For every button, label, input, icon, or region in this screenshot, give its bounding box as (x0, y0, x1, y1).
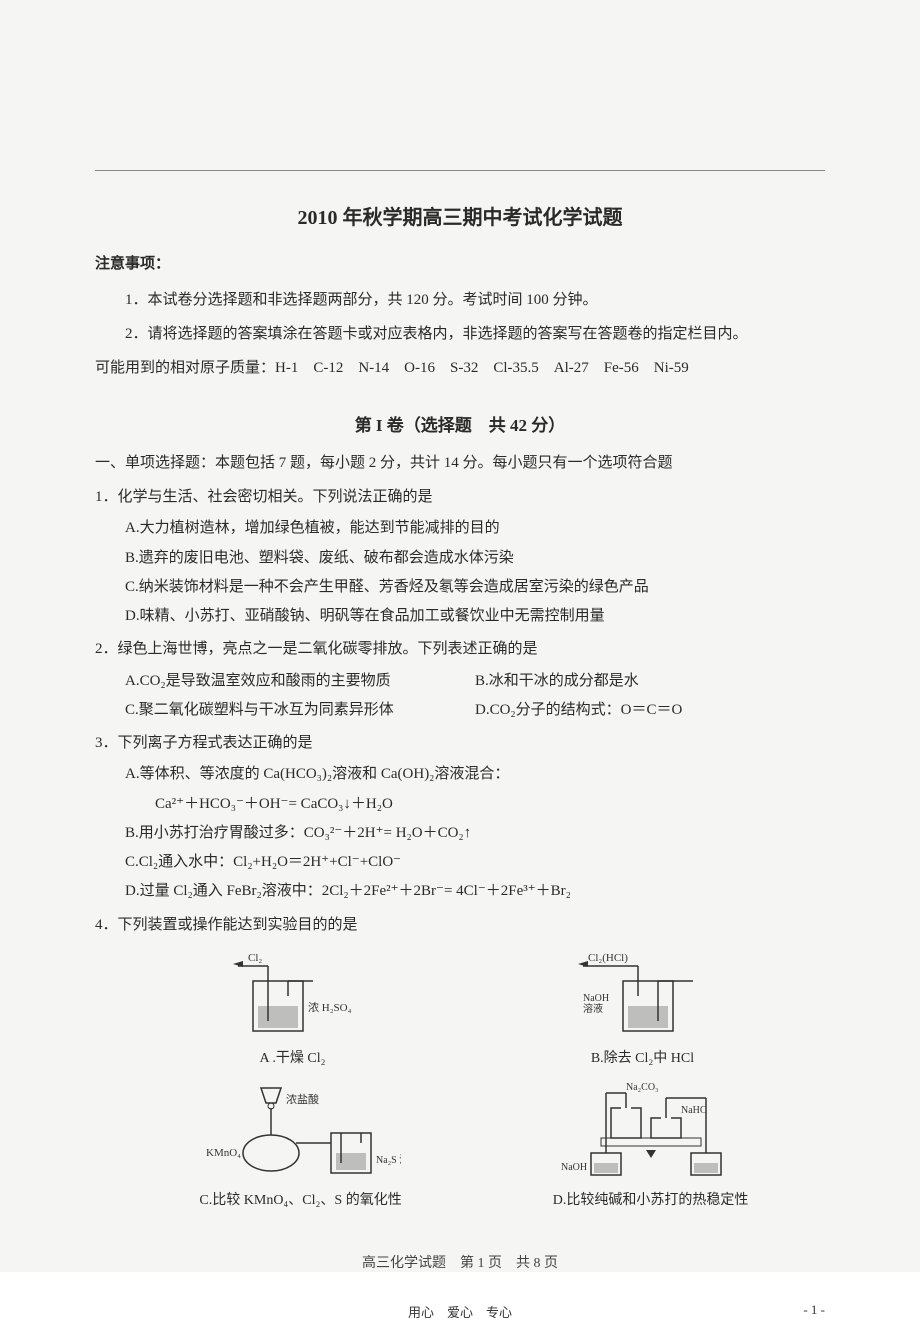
svg-text:溶液: 溶液 (583, 1002, 603, 1015)
q4-stem: 4．下列装置或操作能达到实验目的的是 (95, 911, 825, 940)
q1-option-b: B.遗弃的废旧电池、塑料袋、废纸、破布都会造成水体污染 (95, 544, 825, 573)
q1-stem: 1．化学与生活、社会密切相关。下列说法正确的是 (95, 483, 825, 512)
q3-option-b: B.用小苏打治疗胃酸过多：CO₃²⁻＋2H⁺= H₂O＋CO₂↑ (95, 819, 825, 848)
q1-option-c: C.纳米装饰材料是一种不会产生甲醛、芳香烃及氡等会造成居室污染的绿色产品 (95, 573, 825, 602)
q3-option-a-line1: A.等体积、等浓度的 Ca(HCO₃)₂溶液和 Ca(OH)₂溶液混合： (95, 760, 825, 789)
q2-option-d: D.CO₂分子的结构式：O＝C＝O (475, 696, 825, 725)
q2-stem: 2．绿色上海世博，亮点之一是二氧化碳零排放。下列表述正确的是 (95, 635, 825, 664)
inner-footer: 高三化学试题 第 1 页 共 8 页 (95, 1252, 825, 1272)
q2-option-a: A.CO₂是导致温室效应和酸雨的主要物质 (125, 667, 475, 696)
exam-title: 2010 年秋学期高三期中考试化学试题 (95, 191, 825, 230)
notice-label: 注意事项： (95, 252, 825, 273)
svg-text:浓 H₂SO₄: 浓 H₂SO₄ (308, 1001, 352, 1014)
svg-text:Cl₂(HCl): Cl₂(HCl) (588, 952, 628, 964)
q3-option-c: C.Cl₂通入水中：Cl₂+H₂O＝2H⁺+Cl⁻+ClO⁻ (95, 848, 825, 877)
question-4: 4．下列装置或操作能达到实验目的的是 Cl₂ 浓 H₂SO₄ A .干燥 Cl₂ (95, 911, 825, 1215)
q3-option-d: D.过量 Cl₂通入 FeBr₂溶液中：2Cl₂＋2Fe²⁺＋2Br⁻= 4Cl… (95, 877, 825, 906)
q2-option-c: C.聚二氧化碳塑料与干冰互为同素异形体 (125, 696, 475, 725)
svg-text:NaOH: NaOH (561, 1162, 587, 1173)
apparatus-d-icon: Na₂CO₃ NaHC NaOH (551, 1078, 751, 1183)
q1-option-d: D.味精、小苏打、亚硝酸钠、明矾等在食品加工或餐饮业中无需控制用量 (95, 602, 825, 631)
q4-diagram-row1: Cl₂ 浓 H₂SO₄ A .干燥 Cl₂ Cl₂(HCl) NaOH (95, 946, 825, 1072)
page-container: 2010 年秋学期高三期中考试化学试题 注意事项： 1．本试卷分选择题和非选择题… (0, 0, 920, 1272)
svg-text:浓盐酸: 浓盐酸 (286, 1092, 319, 1106)
section-title: 第 I 卷（选择题 共 42 分） (95, 411, 825, 436)
q1-option-a: A.大力植树造林，增加绿色植被，能达到节能减排的目的 (95, 514, 825, 543)
svg-text:Na₂CO₃: Na₂CO₃ (626, 1082, 659, 1093)
footer-right: - 1 - (803, 1302, 825, 1318)
question-2: 2．绿色上海世博，亮点之一是二氧化碳零排放。下列表述正确的是 A.CO₂是导致温… (95, 635, 825, 725)
svg-text:Cl₂: Cl₂ (248, 952, 262, 964)
q4-label-a: A .干燥 Cl₂ (218, 1045, 368, 1072)
notice-1: 1．本试卷分选择题和非选择题两部分，共 120 分。考试时间 100 分钟。 (95, 285, 825, 315)
q4-diagram-b: Cl₂(HCl) NaOH 溶液 B.除去 Cl₂中 HCl (553, 946, 733, 1072)
notice-2: 2．请将选择题的答案填涂在答题卡或对应表格内，非选择题的答案写在答题卷的指定栏目… (95, 319, 825, 349)
header-line (95, 170, 825, 171)
svg-text:NaHC: NaHC (681, 1105, 707, 1116)
q2-row1: A.CO₂是导致温室效应和酸雨的主要物质 B.冰和干冰的成分都是水 (95, 667, 825, 696)
q2-option-b: B.冰和干冰的成分都是水 (475, 667, 825, 696)
apparatus-a-icon: Cl₂ 浓 H₂SO₄ (218, 946, 368, 1041)
question-1: 1．化学与生活、社会密切相关。下列说法正确的是 A.大力植树造林，增加绿色植被，… (95, 483, 825, 631)
svg-text:NaOH: NaOH (583, 993, 609, 1004)
svg-text:Na₂S 溶液: Na₂S 溶液 (376, 1153, 401, 1166)
q3-stem: 3．下列离子方程式表达正确的是 (95, 729, 825, 758)
q4-diagram-row2: 浓盐酸 KMnO₄ Na₂S 溶液 C.比较 KMnO₄、Cl₂、S 的氧化性 (95, 1078, 825, 1214)
question-3: 3．下列离子方程式表达正确的是 A.等体积、等浓度的 Ca(HCO₃)₂溶液和 … (95, 729, 825, 907)
q4-label-d: D.比较纯碱和小苏打的热稳定性 (551, 1187, 751, 1214)
svg-text:KMnO₄: KMnO₄ (206, 1147, 241, 1159)
page-footer-row: 用心 爱心 专心 - 1 - (0, 1302, 920, 1321)
q4-diagram-a: Cl₂ 浓 H₂SO₄ A .干燥 Cl₂ (218, 946, 368, 1072)
q2-row2: C.聚二氧化碳塑料与干冰互为同素异形体 D.CO₂分子的结构式：O＝C＝O (95, 696, 825, 725)
q4-label-c: C.比较 KMnO₄、Cl₂、S 的氧化性 (199, 1187, 401, 1214)
footer-center: 用心 爱心 专心 (95, 1302, 825, 1321)
apparatus-b-icon: Cl₂(HCl) NaOH 溶液 (553, 946, 733, 1041)
section-intro: 一、单项选择题：本题包括 7 题，每小题 2 分，共计 14 分。每小题只有一个… (95, 450, 825, 477)
apparatus-c-icon: 浓盐酸 KMnO₄ Na₂S 溶液 (201, 1078, 401, 1183)
q4-label-b: B.除去 Cl₂中 HCl (553, 1045, 733, 1072)
atomic-mass: 可能用到的相对原子质量：H-1 C-12 N-14 O-16 S-32 Cl-3… (95, 353, 825, 383)
q3-option-a-line2: Ca²⁺＋HCO₃⁻＋OH⁻= CaCO₃↓＋H₂O (95, 790, 825, 819)
q4-diagram-c: 浓盐酸 KMnO₄ Na₂S 溶液 C.比较 KMnO₄、Cl₂、S 的氧化性 (199, 1078, 401, 1214)
q4-diagram-d: Na₂CO₃ NaHC NaOH D.比较纯碱和小苏打的热稳定性 (551, 1078, 751, 1214)
